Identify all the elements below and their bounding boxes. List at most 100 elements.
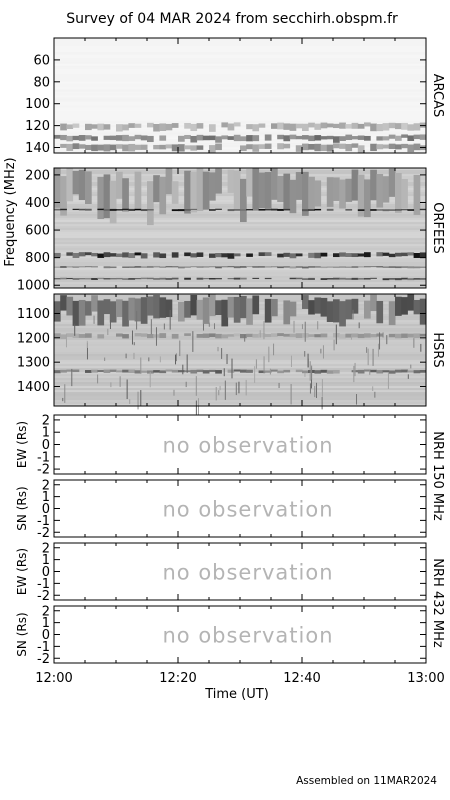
arcas-band-segment bbox=[314, 123, 322, 130]
nrh150_ew-y-tick-label: -2 bbox=[37, 463, 50, 478]
hsrs-texture-row bbox=[54, 350, 426, 353]
hsrs-streak bbox=[192, 331, 194, 352]
arcas-band-segment bbox=[147, 135, 154, 143]
hsrs-texture-row bbox=[54, 376, 426, 379]
orfees-band-segment bbox=[190, 253, 198, 258]
arcas-band bbox=[54, 134, 427, 143]
orfees-band-segment bbox=[66, 277, 74, 280]
orfees-texture-row bbox=[54, 228, 426, 231]
hsrs-band-segment bbox=[277, 370, 284, 374]
orfees-band-segment bbox=[60, 266, 67, 268]
orfees-band-segment bbox=[184, 170, 191, 214]
orfees-band-segment bbox=[147, 265, 154, 268]
orfees-band-segment bbox=[209, 277, 216, 280]
hsrs-streak bbox=[163, 323, 165, 330]
hsrs-band-segment bbox=[103, 299, 111, 315]
orfees-band-segment bbox=[271, 208, 278, 211]
hsrs-texture-row bbox=[54, 328, 426, 331]
orfees-band-segment bbox=[116, 209, 123, 211]
arcas-band-segment bbox=[283, 135, 291, 142]
hsrs-streak bbox=[244, 334, 246, 342]
hsrs-band-segment bbox=[60, 334, 67, 340]
orfees-band-segment bbox=[72, 252, 80, 258]
orfees-band-segment bbox=[221, 253, 229, 258]
orfees-band-segment bbox=[295, 265, 303, 268]
arcas-texture-row bbox=[54, 73, 426, 76]
arcas-band-segment bbox=[376, 136, 384, 141]
hsrs-band-segment bbox=[264, 370, 272, 373]
orfees-texture-row bbox=[54, 240, 426, 243]
arcas-band-segment bbox=[252, 144, 260, 152]
arcas-texture-row bbox=[54, 85, 426, 88]
orfees-band-segment bbox=[258, 172, 266, 209]
arcas-band-segment bbox=[382, 144, 390, 149]
arcas-texture-row bbox=[54, 119, 426, 122]
hsrs-streak bbox=[356, 394, 358, 405]
arcas-band-segment bbox=[370, 123, 377, 132]
orfees-texture-row bbox=[54, 222, 426, 225]
hsrs-streak bbox=[386, 335, 388, 345]
orfees-band-segment bbox=[357, 278, 365, 280]
orfees-band-segment bbox=[184, 209, 191, 211]
hsrs-band-segment bbox=[351, 333, 359, 338]
hsrs-streak bbox=[413, 338, 415, 348]
hsrs-band-segment bbox=[364, 333, 371, 338]
hsrs-streak bbox=[314, 385, 316, 398]
orfees-band-segment bbox=[258, 266, 266, 268]
orfees-band-segment bbox=[72, 278, 80, 280]
arcas-band-segment bbox=[91, 124, 98, 129]
hsrs-band-segment bbox=[54, 301, 61, 322]
arcas-band-segment bbox=[395, 144, 402, 150]
orfees-band bbox=[54, 277, 427, 281]
nrh432_ew-y-tick-label: -1 bbox=[37, 577, 50, 592]
orfees-band-segment bbox=[246, 169, 253, 197]
hsrs-streak bbox=[269, 368, 271, 375]
orfees-band-segment bbox=[264, 252, 272, 256]
orfees-band-segment bbox=[97, 176, 105, 220]
hsrs-streak bbox=[126, 379, 128, 400]
orfees-band-segment bbox=[376, 209, 384, 211]
orfees-band-segment bbox=[320, 252, 328, 257]
nrh150_sn-y-tick-label: 2 bbox=[42, 478, 50, 493]
orfees-band-segment bbox=[364, 252, 371, 258]
arcas-band-segment bbox=[314, 135, 322, 141]
hsrs-band-segment bbox=[401, 369, 408, 373]
orfees-band-segment bbox=[122, 266, 129, 268]
arcas-band-segment bbox=[159, 135, 167, 141]
orfees-band bbox=[54, 252, 427, 259]
orfees-band-segment bbox=[91, 277, 98, 280]
arcas-instrument-label: ARCAS bbox=[430, 74, 445, 118]
orfees-band-segment bbox=[221, 265, 229, 268]
panel-nrh432_sn: no observation SN (Rs) 210-1-2 bbox=[15, 604, 427, 667]
orfees-band-segment bbox=[215, 208, 222, 210]
orfees-y-tick-label: 600 bbox=[25, 224, 50, 239]
arcas-band-segment bbox=[413, 134, 421, 140]
arcas-band-segment bbox=[326, 123, 334, 128]
orfees-band-segment bbox=[345, 266, 353, 268]
orfees-band-segment bbox=[295, 277, 303, 280]
hsrs-texture-row bbox=[54, 386, 426, 389]
arcas-band-segment bbox=[357, 123, 365, 129]
hsrs-streak bbox=[273, 343, 275, 356]
arcas-texture-row bbox=[54, 129, 426, 132]
orfees-band-segment bbox=[147, 181, 154, 226]
hsrs-streak bbox=[238, 381, 240, 394]
hsrs-texture-row bbox=[54, 382, 426, 385]
hsrs-band-segment bbox=[364, 369, 371, 372]
orfees-band-segment bbox=[302, 171, 309, 216]
hsrs-band-segment bbox=[370, 334, 377, 338]
arcas-band-segment bbox=[333, 123, 340, 129]
hsrs-band-segment bbox=[202, 370, 210, 374]
arcas-band-segment bbox=[345, 144, 353, 152]
arcas-band-segment bbox=[289, 123, 297, 131]
arcas-band-segment bbox=[264, 143, 272, 149]
orfees-band-segment bbox=[370, 277, 377, 280]
hsrs-streak bbox=[293, 320, 295, 333]
nrh432_ew-y-tick-label: 2 bbox=[42, 541, 50, 556]
hsrs-band-segment bbox=[227, 296, 235, 318]
hsrs-band-segment bbox=[277, 333, 284, 337]
hsrs-streak bbox=[224, 380, 226, 400]
orfees-band-segment bbox=[165, 266, 173, 268]
arcas-band-segment bbox=[140, 144, 148, 150]
